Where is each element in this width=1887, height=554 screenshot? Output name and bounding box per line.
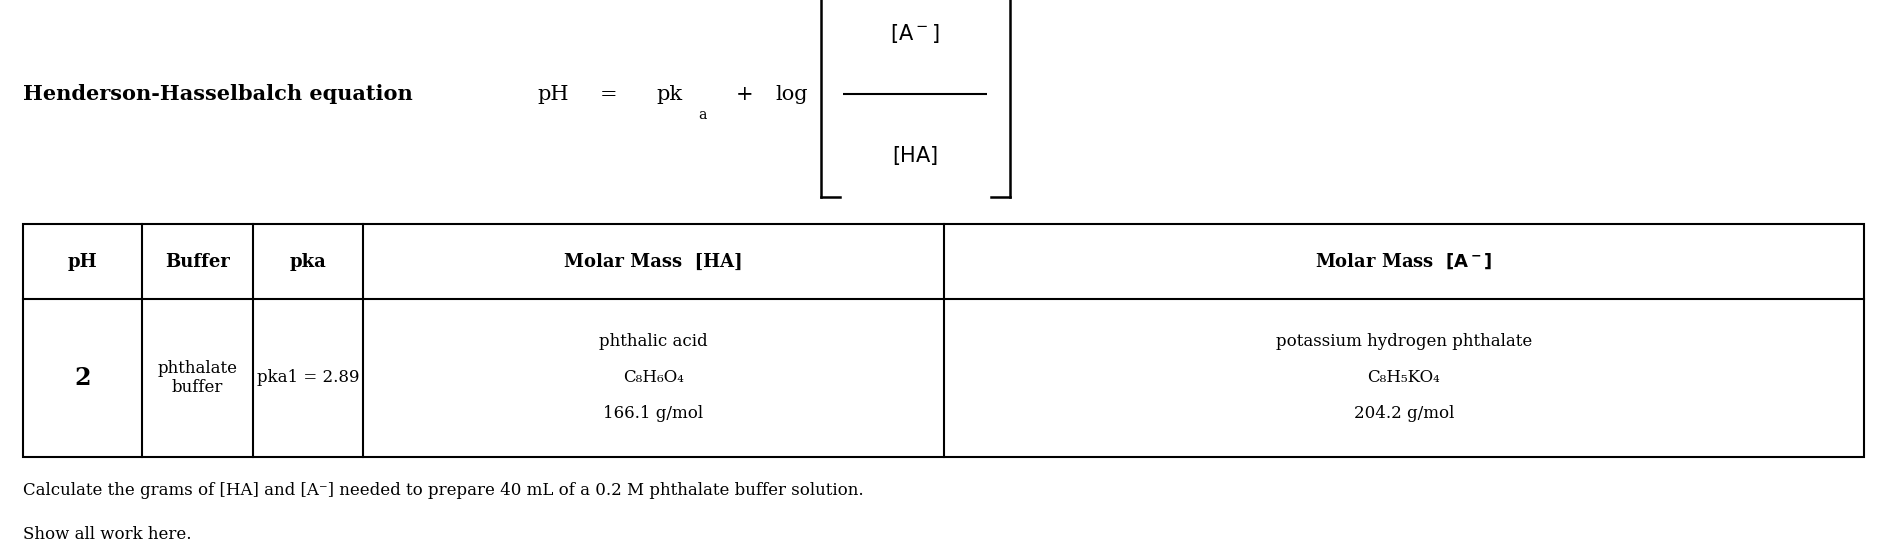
Text: Molar Mass  $\mathbf{[A^-]}$: Molar Mass $\mathbf{[A^-]}$ [1315,252,1493,271]
Bar [23,224,1864,457]
Text: a: a [698,108,706,122]
Text: pka: pka [291,253,326,270]
Text: 2: 2 [74,366,91,390]
Text: Calculate the grams of [HA] and [A⁻] needed to prepare 40 mL of a 0.2 M phthalat: Calculate the grams of [HA] and [A⁻] nee… [23,482,862,499]
Text: Molar Mass  [HA]: Molar Mass [HA] [564,253,743,270]
Text: $\mathsf{[A^-]}$: $\mathsf{[A^-]}$ [891,22,940,45]
Text: pH: pH [538,85,570,104]
Text: C₈H₅KO₄: C₈H₅KO₄ [1368,370,1440,387]
Text: potassium hydrogen phthalate: potassium hydrogen phthalate [1276,334,1532,351]
Text: pH: pH [68,253,98,270]
Text: =: = [600,85,617,104]
Text: C₈H₆O₄: C₈H₆O₄ [623,370,683,387]
Text: pka1 = 2.89: pka1 = 2.89 [257,370,359,387]
Text: +: + [736,85,753,104]
Text: 204.2 g/mol: 204.2 g/mol [1353,406,1455,423]
Text: Show all work here.: Show all work here. [23,526,191,543]
Text: pk: pk [657,85,683,104]
Text: phthalic acid: phthalic acid [598,334,708,351]
Text: 166.1 g/mol: 166.1 g/mol [604,406,704,423]
Text: Buffer: Buffer [166,253,230,270]
Text: log: log [776,85,808,104]
Text: phthalate
buffer: phthalate buffer [159,360,238,396]
Text: $\mathsf{[HA]}$: $\mathsf{[HA]}$ [893,143,938,167]
Text: Henderson-Hasselbalch equation: Henderson-Hasselbalch equation [23,84,413,104]
